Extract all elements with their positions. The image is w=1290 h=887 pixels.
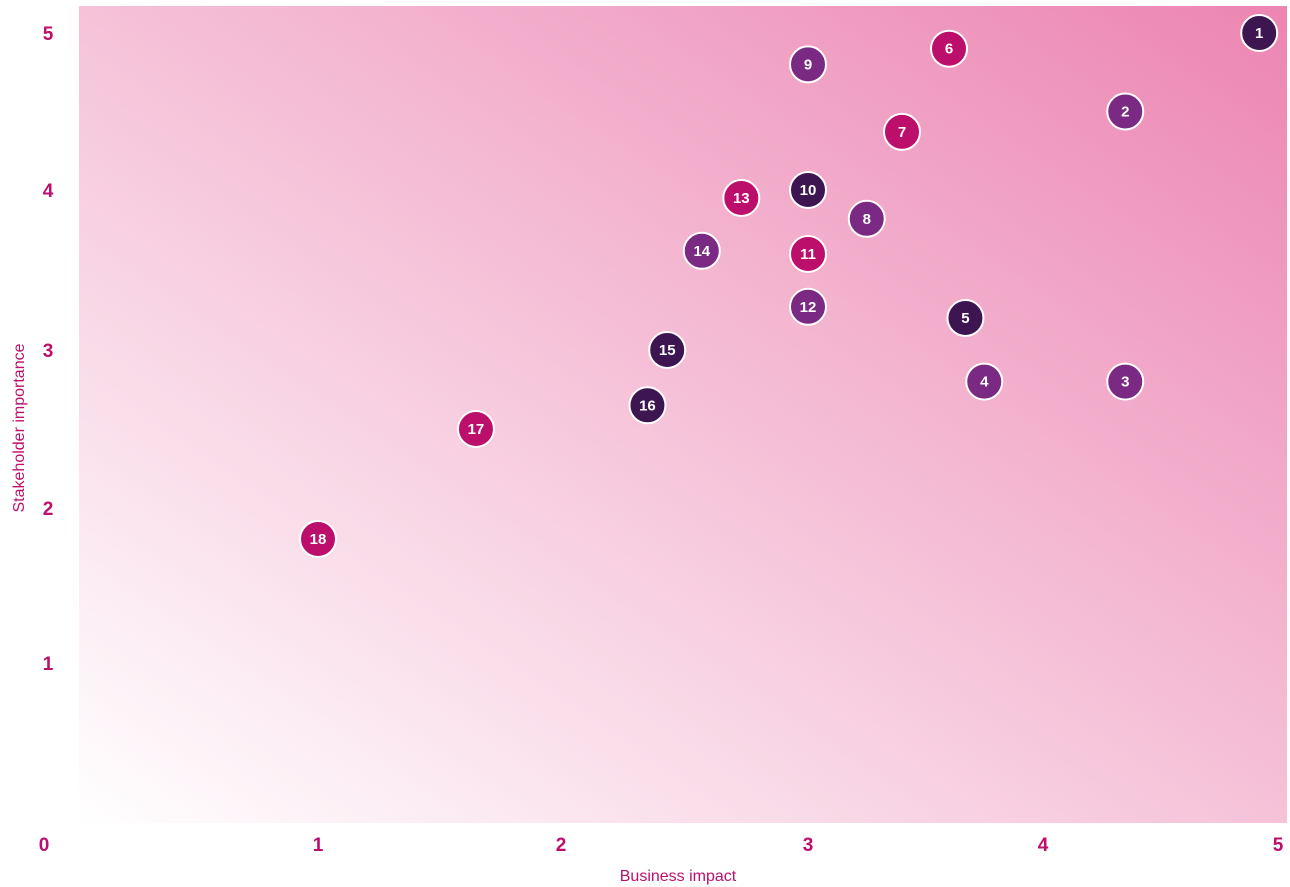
data-point-label: 12 <box>800 299 817 316</box>
data-point-label: 5 <box>961 310 969 327</box>
data-point: 3 <box>1106 362 1145 401</box>
data-point-marker <box>930 29 968 68</box>
data-point-label: 14 <box>693 243 710 260</box>
y-tick-label: 4 <box>43 181 54 202</box>
data-point-marker <box>1240 14 1279 52</box>
data-point-marker <box>883 112 921 151</box>
x-tick-label: 5 <box>1273 835 1284 856</box>
y-tick-label: 3 <box>43 341 54 362</box>
data-point-marker <box>456 410 495 448</box>
data-point: 17 <box>456 410 495 448</box>
data-point: 9 <box>789 45 827 84</box>
data-point-label: 15 <box>659 342 676 359</box>
data-point-label: 1 <box>1255 25 1263 42</box>
data-point-label: 2 <box>1121 104 1129 121</box>
data-point-marker <box>682 231 721 270</box>
data-point-label: 10 <box>800 182 817 199</box>
data-point-label: 7 <box>898 124 906 141</box>
data-point-marker <box>628 386 667 425</box>
y-tick-label: 1 <box>43 654 54 675</box>
y-axis-title: Stakeholder importance <box>11 343 28 512</box>
data-point: 6 <box>930 29 968 68</box>
x-axis-ticks: 0 1 2 3 4 5 <box>39 835 1284 856</box>
data-point-marker <box>722 179 761 217</box>
y-tick-label: 5 <box>43 24 54 45</box>
x-tick-label: 2 <box>556 835 567 856</box>
data-point-marker <box>847 199 886 238</box>
data-point-label: 16 <box>639 397 656 414</box>
x-tick-label: 3 <box>803 835 814 856</box>
data-point-marker <box>965 362 1004 401</box>
data-point: 1 <box>1240 14 1279 52</box>
data-point: 12 <box>789 287 827 326</box>
data-point: 4 <box>965 362 1004 401</box>
data-point: 18 <box>299 520 337 558</box>
data-point: 2 <box>1106 92 1145 131</box>
x-axis-title: Business impact <box>620 868 737 885</box>
data-point-marker <box>789 287 827 326</box>
data-point: 11 <box>789 235 827 273</box>
data-point-label: 18 <box>310 531 327 548</box>
data-point: 8 <box>847 199 886 238</box>
data-point-label: 3 <box>1121 374 1129 391</box>
data-point-label: 4 <box>980 374 989 391</box>
data-point: 14 <box>682 231 721 270</box>
data-point-label: 17 <box>468 421 485 438</box>
x-tick-label: 0 <box>39 835 50 856</box>
plot-background <box>79 6 1287 823</box>
data-point-marker <box>1106 92 1145 131</box>
data-point: 10 <box>789 171 827 209</box>
data-point-marker <box>946 299 985 337</box>
data-point-label: 8 <box>863 211 871 228</box>
data-point-label: 13 <box>733 190 750 207</box>
data-point: 15 <box>648 331 687 369</box>
data-point-marker <box>648 331 687 369</box>
data-point: 13 <box>722 179 761 217</box>
data-point: 5 <box>946 299 985 337</box>
data-point: 7 <box>883 112 921 151</box>
data-point-marker <box>789 45 827 84</box>
data-point-label: 9 <box>804 56 812 73</box>
data-point-marker <box>299 520 337 558</box>
y-axis-ticks: 1 2 3 4 5 <box>43 24 54 675</box>
y-tick-label: 2 <box>43 499 54 520</box>
x-tick-label: 4 <box>1038 835 1049 856</box>
data-point-marker <box>1106 362 1145 401</box>
data-point: 16 <box>628 386 667 425</box>
data-point-label: 6 <box>945 41 953 58</box>
x-tick-label: 1 <box>313 835 324 856</box>
data-point-label: 11 <box>800 246 816 263</box>
data-point-marker <box>789 171 827 209</box>
data-point-marker <box>789 235 827 273</box>
